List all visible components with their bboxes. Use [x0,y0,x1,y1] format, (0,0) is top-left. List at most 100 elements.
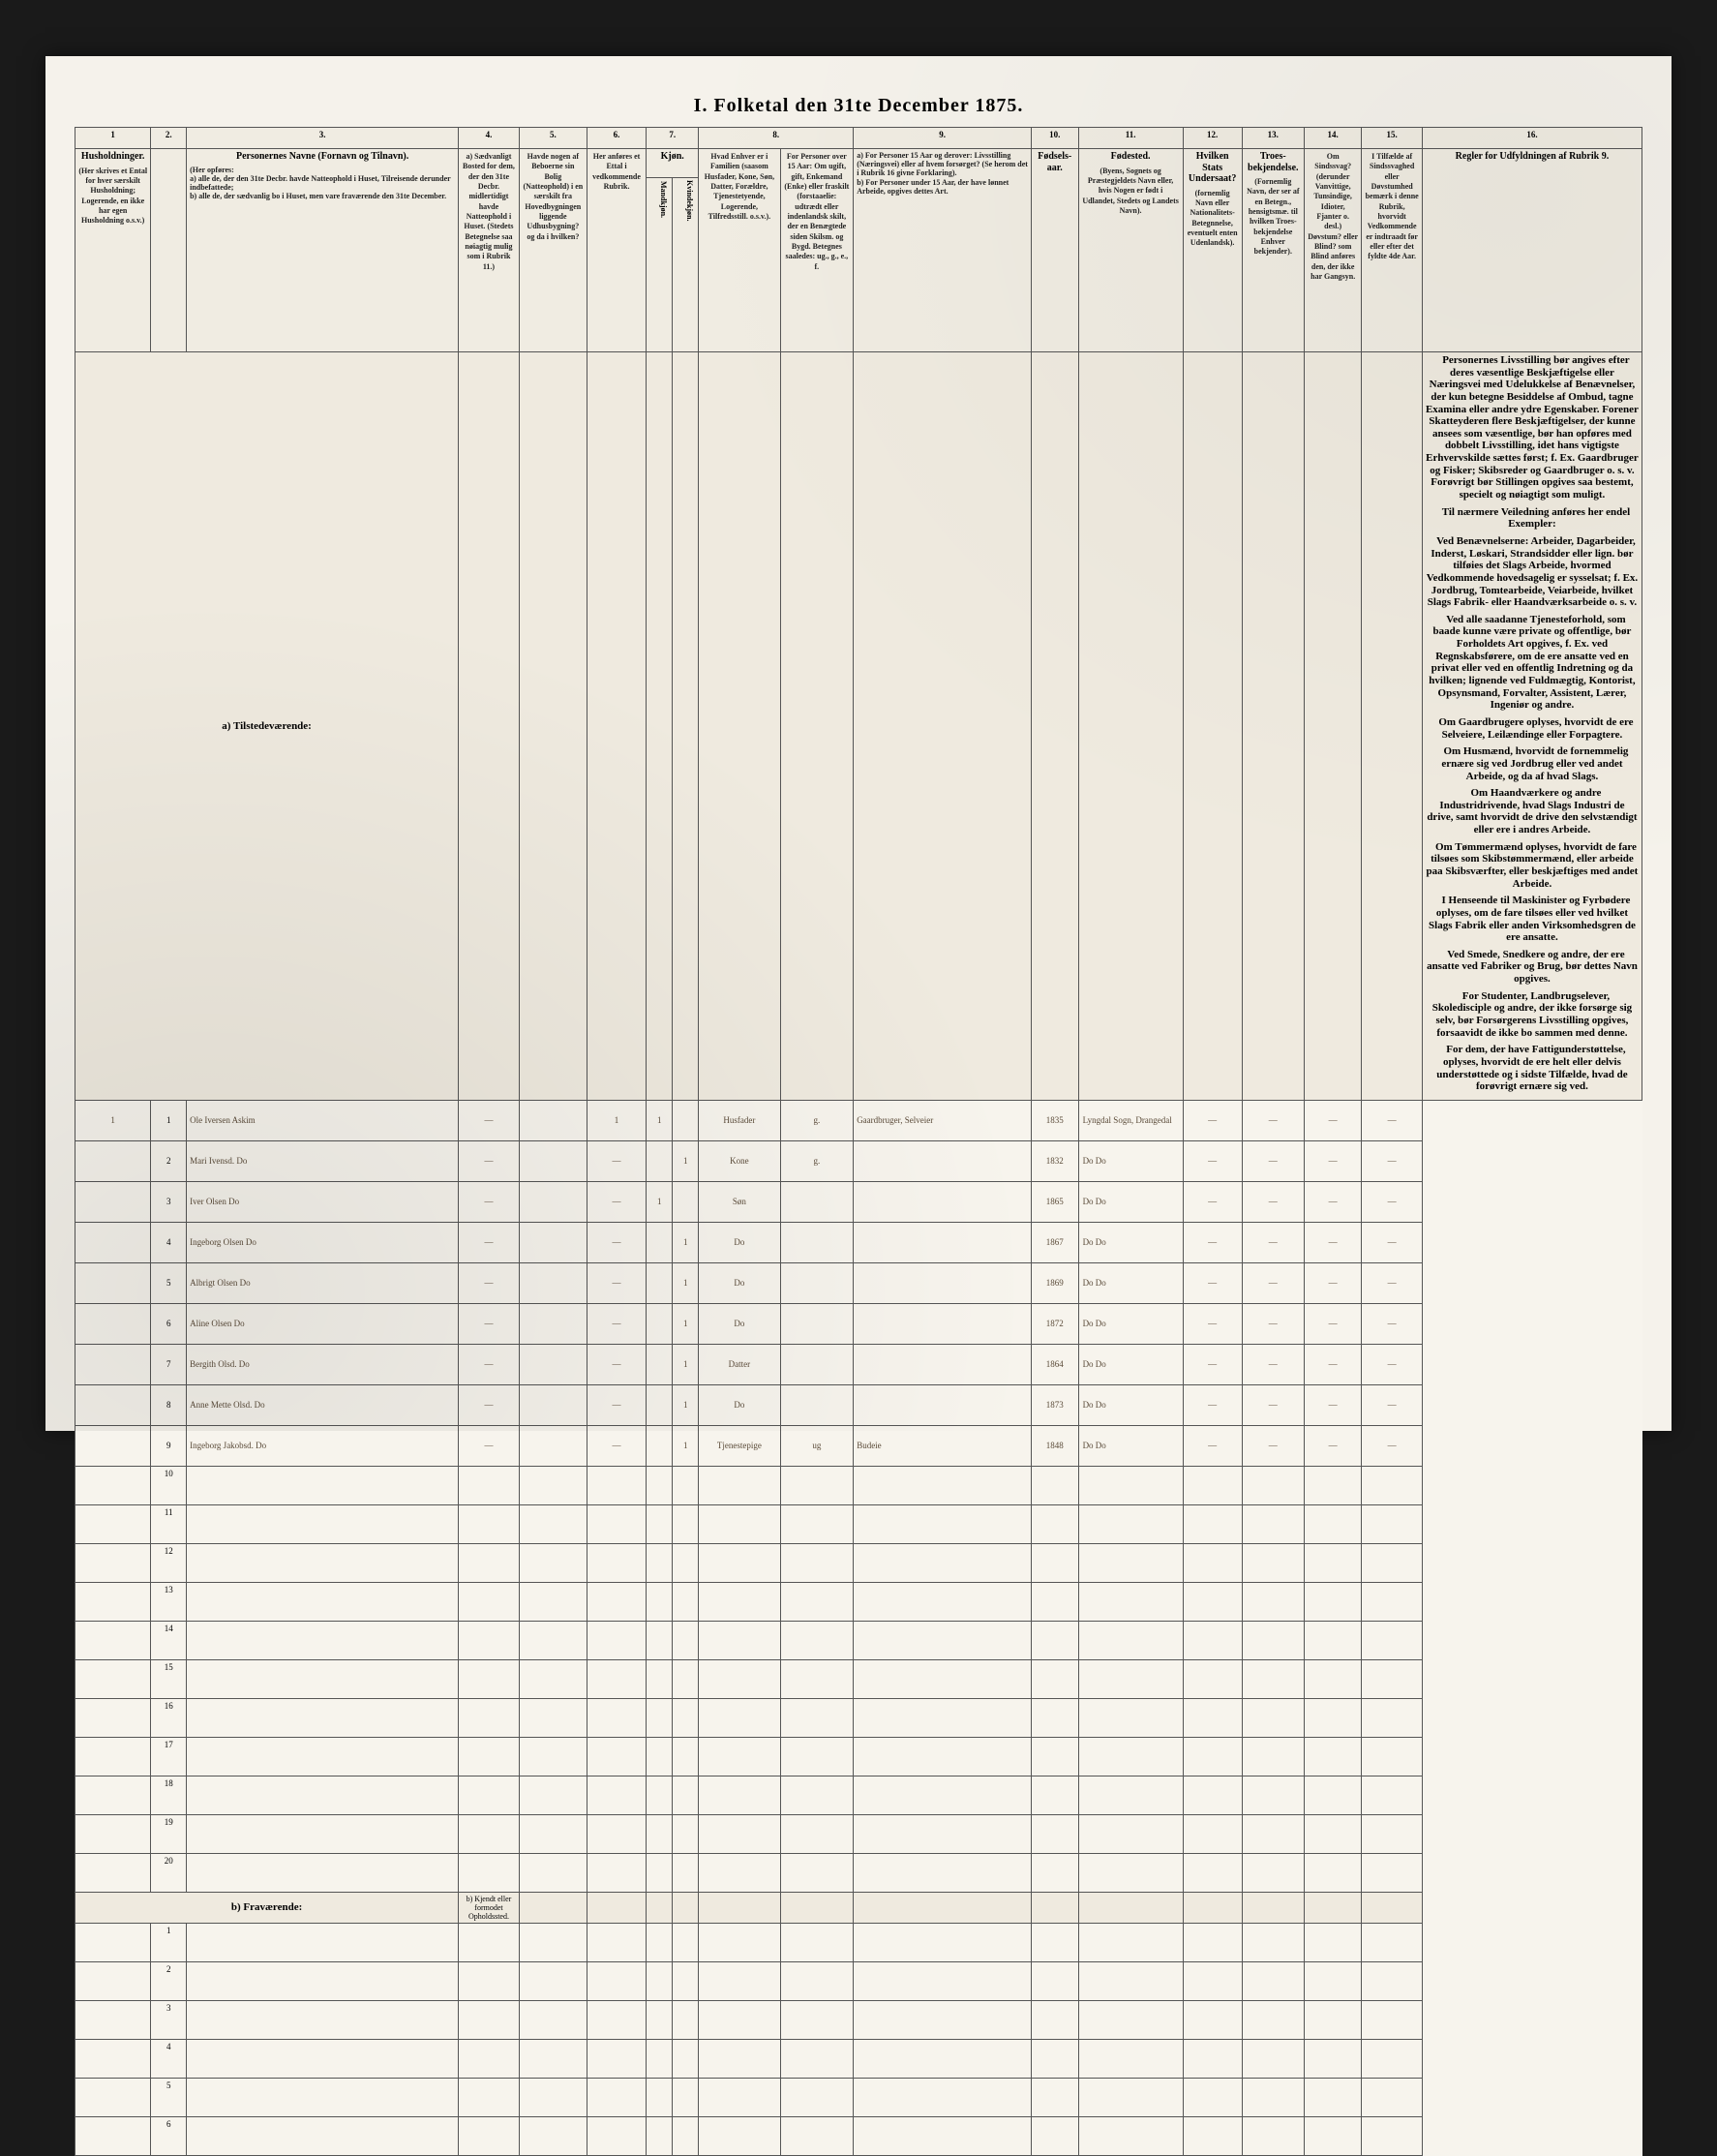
colnum-8: 8. [699,128,854,149]
cell-fam: Do [699,1384,780,1425]
colnum-13: 13. [1242,128,1304,149]
rules-paragraph: I Henseende til Maskinister og Fyrbødere… [1426,895,1639,944]
colnum-1: 1 [75,128,151,149]
cell-hh [75,1425,151,1466]
table-row: 4 [75,2040,1642,2079]
colnum-3: 3. [187,128,459,149]
cell-c12: — [1183,1100,1242,1140]
hdr-1: Husholdninger. (Her skrives et Ental for… [75,149,151,352]
colnum-2: 2. [151,128,187,149]
rules-paragraph: Ved Benævnelserne: Arbeider, Dagarbeider… [1426,535,1639,609]
cell-hh [75,1140,151,1181]
rules-paragraph: Om Husmænd, hvorvidt de fornemmelig ernæ… [1426,745,1639,782]
cell-c4: — [459,1344,520,1384]
cell-no: 2 [151,1962,187,2001]
cell-no: 11 [151,1504,187,1543]
cell-no: 4 [151,1222,187,1262]
table-row: 11Ole Iversen Askim—11Husfaderg.Gaardbru… [75,1100,1642,1140]
table-row: 4Ingeborg Olsen Do——1Do1867Do Do———— [75,1222,1642,1262]
section-a-row: a) Tilstedeværende: Personernes Livsstil… [75,352,1642,1101]
cell-c15: — [1362,1425,1423,1466]
cell-no: 20 [151,1853,187,1892]
cell-c7a: 1 [647,1100,673,1140]
cell-fam: Do [699,1222,780,1262]
cell-name: Ole Iversen Askim [187,1100,459,1140]
hdr-8a: Hvad Enhver er i Familien (saasom Husfad… [699,149,780,352]
cell-c6: 1 [587,1100,646,1140]
cell-no: 6 [151,1303,187,1344]
cell-c12: — [1183,1384,1242,1425]
colnum-11: 11. [1078,128,1183,149]
cell-c12: — [1183,1303,1242,1344]
table-row: 18 [75,1776,1642,1814]
cell-fam: Datter [699,1344,780,1384]
cell-no: 4 [151,2040,187,2079]
cell-name: Anne Mette Olsd. Do [187,1384,459,1425]
rules-paragraph: Til nærmere Veiledning anføres her endel… [1426,506,1639,531]
cell-year: 1848 [1031,1425,1078,1466]
cell-civ [780,1344,854,1384]
cell-occ: Gaardbruger, Selveier [854,1100,1032,1140]
table-row: 16 [75,1698,1642,1737]
cell-c13: — [1242,1303,1304,1344]
cell-c15: — [1362,1181,1423,1222]
cell-hh [75,1384,151,1425]
cell-c5 [519,1222,587,1262]
cell-birthplace: Do Do [1078,1425,1183,1466]
cell-c7b: 1 [673,1344,699,1384]
table-row: 7Bergith Olsd. Do——1Datter1864Do Do———— [75,1344,1642,1384]
colnum-6: 6. [587,128,646,149]
cell-c7b: 1 [673,1384,699,1425]
cell-c4: — [459,1222,520,1262]
cell-c13: — [1242,1140,1304,1181]
cell-no: 8 [151,1384,187,1425]
cell-hh [75,1303,151,1344]
table-row: 3Iver Olsen Do——1Søn1865Do Do———— [75,1181,1642,1222]
rules-paragraph: Ved Smede, Snedkere og andre, der ere an… [1426,949,1639,986]
rules-paragraph: Om Gaardbrugere oplyses, hvorvidt de ere… [1426,716,1639,741]
cell-c5 [519,1140,587,1181]
cell-civ [780,1262,854,1303]
cell-occ [854,1140,1032,1181]
cell-c12: — [1183,1425,1242,1466]
hdr-10: Fødsels-aar. [1031,149,1078,352]
table-row: 19 [75,1814,1642,1853]
census-table: 1 2. 3. 4. 5. 6. 7. 8. 9. 10. 11. 12. 13… [75,127,1642,2156]
cell-c4: — [459,1262,520,1303]
cell-hh: 1 [75,1100,151,1140]
cell-year: 1869 [1031,1262,1078,1303]
cell-c14: — [1304,1344,1361,1384]
cell-c15: — [1362,1222,1423,1262]
cell-c6: — [587,1262,646,1303]
header-row: Husholdninger. (Her skrives et Ental for… [75,149,1642,178]
table-row: 10 [75,1466,1642,1504]
rules-cell: Personernes Livsstilling bør angives eft… [1422,352,1642,1101]
cell-hh [75,1222,151,1262]
cell-c7b [673,1100,699,1140]
cell-c5 [519,1262,587,1303]
cell-c12: — [1183,1140,1242,1181]
cell-fam: Husfader [699,1100,780,1140]
cell-occ [854,1181,1032,1222]
cell-occ [854,1384,1032,1425]
cell-c7a [647,1303,673,1344]
cell-occ: Budeie [854,1425,1032,1466]
cell-c15: — [1362,1140,1423,1181]
table-row: 12 [75,1543,1642,1582]
cell-civ: g. [780,1140,854,1181]
cell-c5 [519,1425,587,1466]
cell-c12: — [1183,1222,1242,1262]
table-row: 5Albrigt Olsen Do——1Do1869Do Do———— [75,1262,1642,1303]
cell-no: 5 [151,1262,187,1303]
cell-c14: — [1304,1262,1361,1303]
cell-no: 6 [151,2117,187,2156]
cell-no: 17 [151,1737,187,1776]
cell-name: Ingeborg Olsen Do [187,1222,459,1262]
cell-c12: — [1183,1181,1242,1222]
cell-c4: — [459,1303,520,1344]
cell-no: 18 [151,1776,187,1814]
cell-name: Iver Olsen Do [187,1181,459,1222]
colnum-15: 15. [1362,128,1423,149]
cell-c7b: 1 [673,1222,699,1262]
cell-no: 3 [151,2001,187,2040]
